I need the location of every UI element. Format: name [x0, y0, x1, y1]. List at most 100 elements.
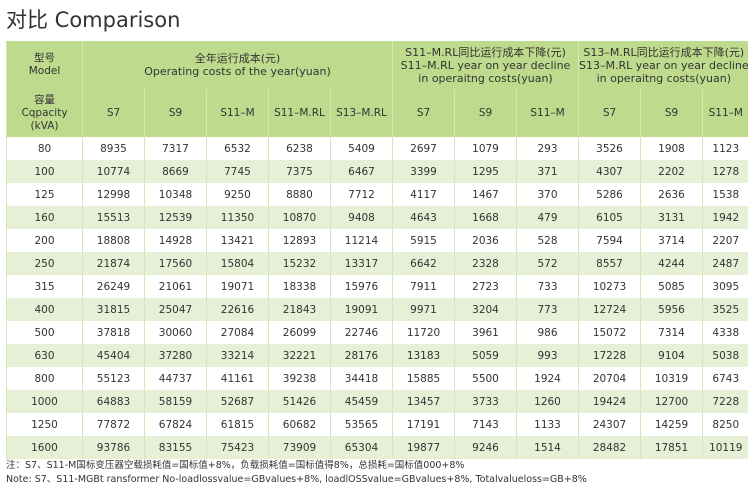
table-cell: 6238	[268, 137, 331, 160]
table-cell: 572	[516, 252, 579, 275]
table-cell: 28176	[329, 344, 393, 367]
table-cell: 8250	[702, 413, 748, 436]
table-cell: 13317	[329, 252, 393, 275]
table-cell: 9246	[454, 436, 517, 459]
group-operating-costs: 全年运行成本(元) Operating costs of the year(yu…	[81, 41, 393, 89]
column-header: S11–M	[702, 89, 748, 137]
table-cell: 3525	[702, 298, 748, 321]
table-cell: 13183	[392, 344, 455, 367]
table-cell: 3095	[702, 275, 748, 298]
table-cell: 4244	[640, 252, 703, 275]
table-cell: 6743	[702, 367, 748, 390]
table-cell: 5915	[392, 229, 455, 252]
capacity-cell: 630	[6, 344, 83, 367]
table-cell: 41161	[206, 367, 269, 390]
capacity-en-label: Cqpacity	[21, 106, 68, 119]
table-cell: 5500	[454, 367, 517, 390]
table-cell: 19071	[206, 275, 269, 298]
table-cell: 30060	[144, 321, 207, 344]
table-cell: 2723	[454, 275, 517, 298]
table-cell: 75423	[206, 436, 269, 459]
table-cell: 25047	[144, 298, 207, 321]
group1-en-label: Operating costs of the year(yuan)	[144, 65, 331, 78]
capacity-cell: 400	[6, 298, 83, 321]
table-cell: 12893	[268, 229, 331, 252]
column-header: S9	[454, 89, 517, 137]
group2-line2: S11–M.RL year on year decline	[400, 58, 571, 72]
table-cell: 45404	[82, 344, 145, 367]
table-row: 80 8935 7317 6532 6238 5409 2697 1079 293 3526 190…	[6, 137, 748, 160]
table-cell: 37818	[82, 321, 145, 344]
table-cell: 17560	[144, 252, 207, 275]
table-cell: 15232	[268, 252, 331, 275]
table-cell: 3399	[392, 160, 455, 183]
table-cell: 2487	[702, 252, 748, 275]
table-cell: 14928	[144, 229, 207, 252]
table-cell: 18808	[82, 229, 145, 252]
group2-line1: S11–M.RL同比运行成本下降(元)	[405, 45, 566, 59]
table-cell: 19877	[392, 436, 455, 459]
table-row: 250 21874 17560 15804 15232 13317 6642 2328 572 8…	[6, 252, 748, 275]
capacity-cell: 1600	[6, 436, 83, 459]
table-cell: 17191	[392, 413, 455, 436]
table-body: 80 8935 7317 6532 6238 5409 2697 1079 293 3526 190…	[6, 137, 748, 459]
table-cell: 2697	[392, 137, 455, 160]
table-cell: 11720	[392, 321, 455, 344]
table-cell: 8935	[82, 137, 145, 160]
capacity-cell: 1000	[6, 390, 83, 413]
table-row: 100 10774 8669 7745 7375 6467 3399 1295 371 4307 2…	[6, 160, 748, 183]
table-cell: 10774	[82, 160, 145, 183]
table-cell: 21874	[82, 252, 145, 275]
table-cell: 15072	[578, 321, 641, 344]
table-cell: 1123	[702, 137, 748, 160]
note-cn: 注：S7、S11-M国标变压器空载损耗值=国标值+8%，负载损耗值=国标值得8%…	[6, 460, 465, 471]
table-cell: 13457	[392, 390, 455, 413]
table-cell: 2636	[640, 183, 703, 206]
table-cell: 3526	[578, 137, 641, 160]
table-cell: 15885	[392, 367, 455, 390]
table-cell: 52687	[206, 390, 269, 413]
table-cell: 67824	[144, 413, 207, 436]
table-cell: 11350	[206, 206, 269, 229]
table-cell: 18338	[268, 275, 331, 298]
table-cell: 14259	[640, 413, 703, 436]
table-cell: 1908	[640, 137, 703, 160]
table-cell: 7314	[640, 321, 703, 344]
comparison-table: 型号 Model 全年运行成本(元) Operating costs of th…	[6, 41, 748, 459]
table-cell: 4307	[578, 160, 641, 183]
table-cell: 7143	[454, 413, 517, 436]
table-row: 125 12998 10348 9250 8880 7712 4117 1467 370 5286…	[6, 183, 748, 206]
table-cell: 61815	[206, 413, 269, 436]
table-cell: 21843	[268, 298, 331, 321]
table-cell: 19424	[578, 390, 641, 413]
table-cell: 7228	[702, 390, 748, 413]
table-cell: 7594	[578, 229, 641, 252]
capacity-cell: 200	[6, 229, 83, 252]
capacity-unit-label: (kVA)	[30, 119, 59, 132]
model-cn-label: 型号	[34, 52, 55, 64]
page-title: 对比 Comparison	[6, 8, 181, 32]
capacity-cn-label: 容量	[34, 93, 55, 106]
capacity-cell: 125	[6, 183, 83, 206]
table-cell: 11214	[329, 229, 393, 252]
capacity-header: 容量 Cqpacity (kVA)	[6, 89, 83, 137]
table-cell: 58159	[144, 390, 207, 413]
table-cell: 13421	[206, 229, 269, 252]
table-cell: 8880	[268, 183, 331, 206]
table-cell: 39238	[268, 367, 331, 390]
table-cell: 773	[516, 298, 579, 321]
table-cell: 15804	[206, 252, 269, 275]
column-header: S7	[82, 89, 145, 137]
table-cell: 3733	[454, 390, 517, 413]
table-cell: 12700	[640, 390, 703, 413]
table-cell: 55123	[82, 367, 145, 390]
table-cell: 5409	[329, 137, 393, 160]
capacity-cell: 100	[6, 160, 83, 183]
table-cell: 7745	[206, 160, 269, 183]
group-s11-decline: S11–M.RL同比运行成本下降(元) S11–M.RL year on yea…	[392, 41, 579, 89]
table-cell: 28482	[578, 436, 641, 459]
table-cell: 9408	[329, 206, 393, 229]
table-cell: 6532	[206, 137, 269, 160]
table-cell: 26249	[82, 275, 145, 298]
group-s13-decline: S13–M.RL同比运行成本下降(元) S13–M.RL year on yea…	[578, 41, 748, 89]
